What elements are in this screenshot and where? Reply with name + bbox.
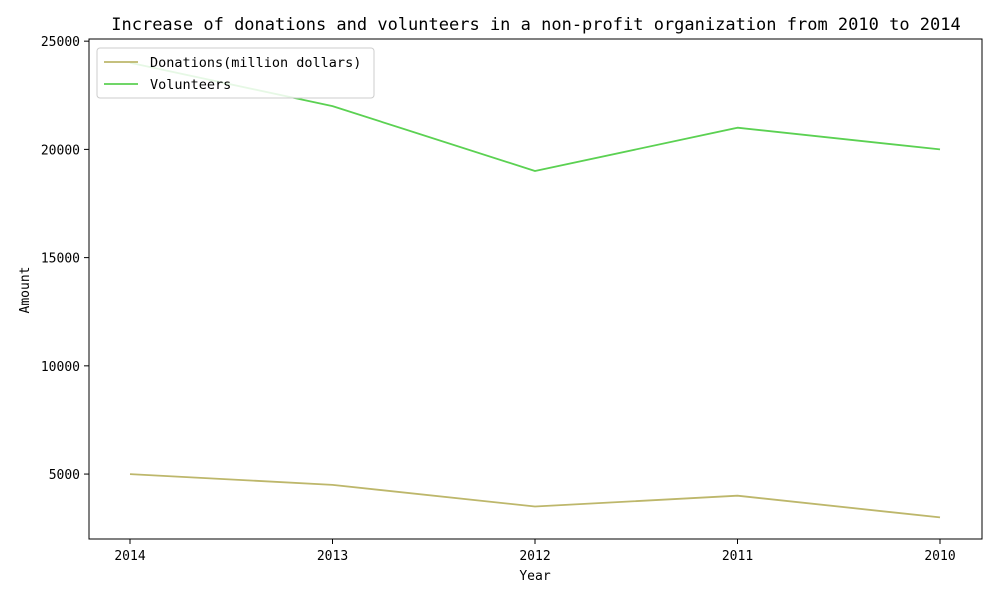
x-axis: 2014 2013 2012 2011 2010: [114, 539, 956, 564]
x-tick-label: 2012: [519, 549, 550, 564]
x-tick-label: 2014: [114, 549, 145, 564]
y-tick-label: 25000: [41, 35, 80, 50]
x-tick-label: 2011: [722, 549, 753, 564]
y-axis: 5000 10000 15000 20000 25000: [41, 35, 89, 483]
y-tick-label: 15000: [41, 252, 80, 267]
series-line-donations: [129, 473, 941, 519]
y-tick-label: 20000: [41, 143, 80, 158]
y-tick-label: 5000: [49, 468, 80, 483]
legend-box: [96, 47, 375, 99]
legend: Donations(million dollars) Volunteers: [96, 47, 375, 99]
legend-label: Volunteers: [150, 77, 231, 93]
series-lines: [129, 61, 941, 519]
x-tick-label: 2013: [317, 549, 348, 564]
chart-title: Increase of donations and volunteers in …: [111, 15, 961, 35]
plot-area: [88, 38, 983, 540]
x-tick-label: 2010: [924, 549, 955, 564]
y-axis-label: Amount: [18, 267, 33, 314]
legend-label: Donations(million dollars): [150, 55, 361, 71]
y-tick-label: 10000: [41, 360, 80, 375]
x-axis-label: Year: [519, 569, 550, 584]
